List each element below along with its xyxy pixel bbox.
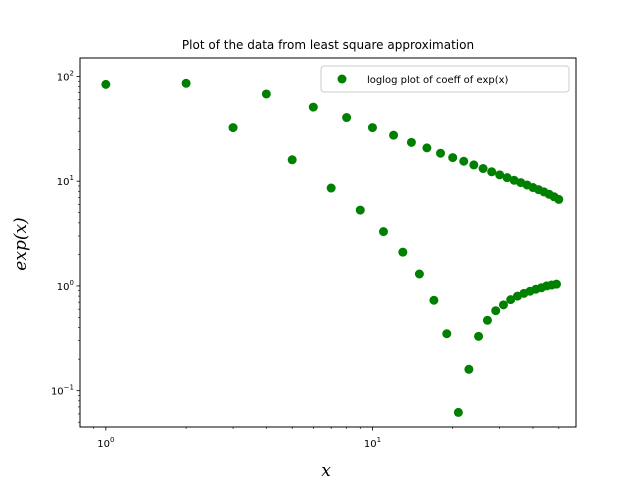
data-point [502, 173, 512, 183]
data-point [478, 164, 488, 174]
data-point [436, 148, 446, 158]
plot-frame [79, 57, 577, 428]
data-point [406, 137, 416, 147]
data-point [469, 160, 479, 170]
data-point [308, 102, 318, 112]
data-point [487, 167, 497, 177]
data-point [498, 300, 508, 310]
data-point [442, 329, 452, 339]
data-point [228, 123, 238, 133]
x-tick-label: 101 [364, 436, 381, 450]
data-point [495, 170, 505, 180]
y-tick-label: 10−1 [51, 384, 74, 398]
x-tick-label: 100 [97, 436, 114, 450]
y-axis-label: exp(x) [11, 217, 31, 270]
data-point [101, 79, 111, 89]
data-point [464, 364, 474, 374]
data-point [287, 155, 297, 165]
legend: loglog plot of coeff of exp(x) [320, 65, 570, 93]
data-point [378, 227, 388, 237]
data-point [459, 156, 469, 166]
data-point [355, 205, 365, 215]
chart-title: Plot of the data from least square appro… [182, 38, 474, 52]
data-point [429, 295, 439, 305]
y-tick-label: 101 [57, 174, 74, 188]
data-point [261, 89, 271, 99]
legend-label: loglog plot of coeff of exp(x) [367, 75, 509, 86]
data-point [554, 194, 564, 204]
data-point [414, 269, 424, 279]
data-point [342, 113, 352, 123]
data-point [367, 123, 377, 133]
data-point [181, 78, 191, 88]
x-axis-label: x [321, 461, 331, 480]
data-point [474, 331, 484, 341]
y-tick-label: 100 [57, 279, 74, 293]
y-tick-label: 102 [57, 69, 74, 83]
data-point [506, 295, 516, 305]
data-point [448, 153, 458, 163]
data-point [398, 247, 408, 257]
data-point [389, 130, 399, 140]
data-point [453, 407, 463, 417]
data-point [551, 279, 561, 289]
legend-marker [337, 74, 347, 84]
data-point [422, 143, 432, 153]
data-point [491, 306, 501, 316]
data-point [482, 315, 492, 325]
data-point [326, 183, 336, 193]
legend-box [320, 65, 570, 93]
